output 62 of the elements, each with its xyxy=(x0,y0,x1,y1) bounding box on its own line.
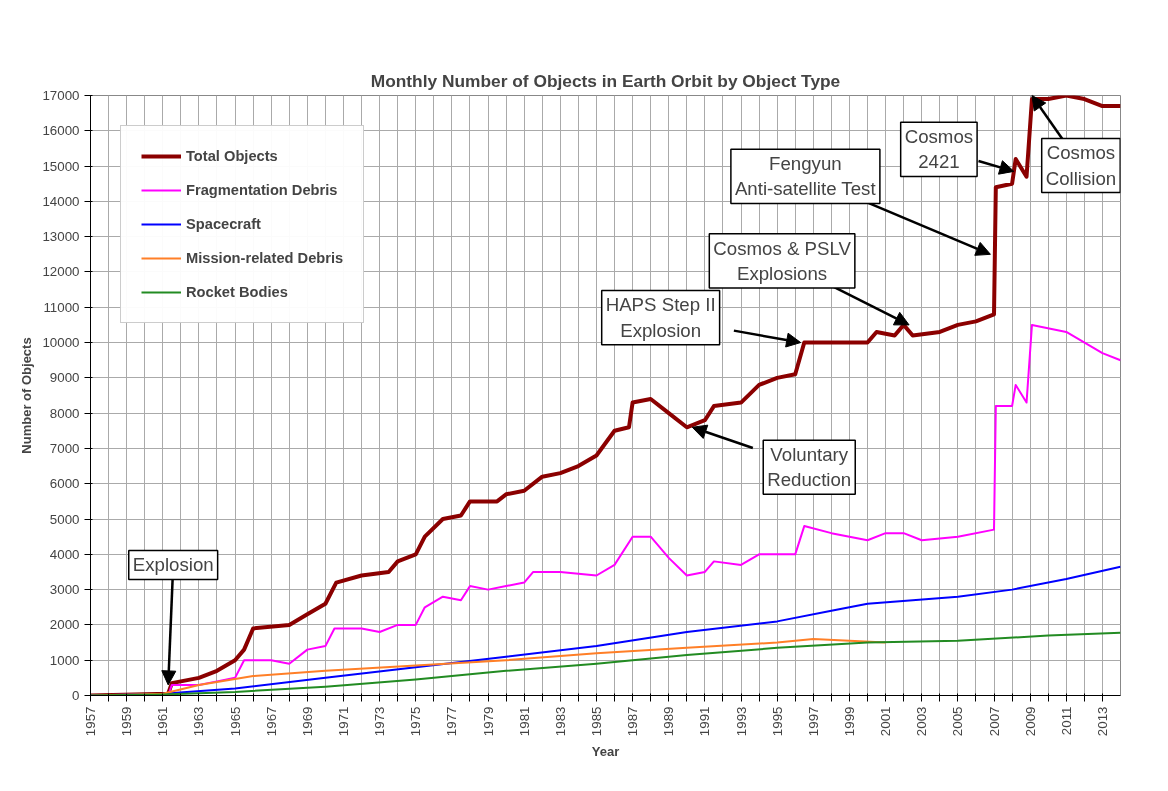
x-tick-label: 1997 xyxy=(805,706,821,737)
annotation: Voluntary Reduction xyxy=(767,444,852,491)
y-tick-label: 12000 xyxy=(42,264,80,280)
x-tick-label: 2007 xyxy=(986,706,1002,737)
y-tick-label: 1000 xyxy=(49,652,80,668)
y-tick-label: 7000 xyxy=(49,440,80,456)
annotation: Explosion xyxy=(132,554,214,576)
annotation: Cosmos Collision xyxy=(1045,142,1117,189)
x-tick-label: 1993 xyxy=(733,706,749,737)
y-tick-label: 6000 xyxy=(49,476,80,492)
y-tick-label: 13000 xyxy=(42,229,80,245)
y-tick-label: 4000 xyxy=(49,546,80,562)
legend-label: Mission-related Debris xyxy=(186,250,344,266)
x-tick-label: 1985 xyxy=(588,706,604,737)
y-tick-label: 14000 xyxy=(42,193,80,209)
legend-label: Total Objects xyxy=(186,148,278,164)
x-tick-label: 1977 xyxy=(444,706,460,737)
y-tick-label: 8000 xyxy=(49,405,80,421)
legend-label: Fragmentation Debris xyxy=(186,182,338,198)
x-tick-label: 2001 xyxy=(878,706,894,737)
y-tick-label: 17000 xyxy=(42,88,80,103)
x-tick-label: 1989 xyxy=(661,706,677,737)
x-tick-label: 1957 xyxy=(83,706,98,737)
x-tick-label: 1959 xyxy=(119,706,135,737)
y-tick-label: 11000 xyxy=(43,299,80,315)
x-axis-title: Year xyxy=(591,744,620,760)
y-tick-label: 15000 xyxy=(42,158,80,174)
x-tick-label: 1969 xyxy=(299,706,315,737)
x-tick-label: 1995 xyxy=(769,706,785,737)
x-tick-label: 2003 xyxy=(914,706,930,737)
y-tick-label: 2000 xyxy=(49,617,80,633)
annotation: HAPS Step II Explosion xyxy=(605,294,716,341)
x-tick-label: 1971 xyxy=(335,706,351,737)
y-tick-label: 9000 xyxy=(49,370,80,386)
y-tick-label: 16000 xyxy=(42,123,80,139)
x-tick-label: 1983 xyxy=(552,706,568,737)
y-axis-title: Number of Objects xyxy=(19,337,35,454)
x-tick-label: 1973 xyxy=(372,706,388,737)
x-tick-label: 1961 xyxy=(155,706,171,737)
x-tick-label: 1967 xyxy=(263,706,279,737)
x-tick-label: 2011 xyxy=(1058,706,1074,736)
x-tick-label: 1975 xyxy=(408,706,424,737)
x-tick-label: 1965 xyxy=(227,706,243,737)
x-tick-label: 2005 xyxy=(950,706,966,737)
x-tick-label: 1963 xyxy=(191,706,207,737)
x-tick-label: 2009 xyxy=(1022,706,1038,737)
x-tick-label: 1991 xyxy=(697,706,713,737)
x-tick-label: 1981 xyxy=(516,706,532,737)
x-tick-label: 1987 xyxy=(625,706,641,737)
y-tick-label: 5000 xyxy=(49,511,80,527)
annotation: Fengyun Anti-satellite Test xyxy=(734,153,877,200)
x-tick-label: 1999 xyxy=(841,706,857,737)
x-tick-label: 2013 xyxy=(1094,706,1110,737)
annotation: Cosmos 2421 xyxy=(904,126,974,173)
chart-title: Monthly Number of Objects in Earth Orbit by Object Type xyxy=(370,70,841,91)
y-tick-label: 0 xyxy=(72,688,80,703)
legend-label: Spacecraft xyxy=(186,216,261,232)
annotation: Cosmos & PSLV Explosions xyxy=(713,237,852,285)
y-tick-label: 10000 xyxy=(42,335,80,351)
y-tick-label: 3000 xyxy=(49,582,80,598)
x-tick-label: 1979 xyxy=(480,706,496,737)
legend-label: Rocket Bodies xyxy=(186,284,288,300)
